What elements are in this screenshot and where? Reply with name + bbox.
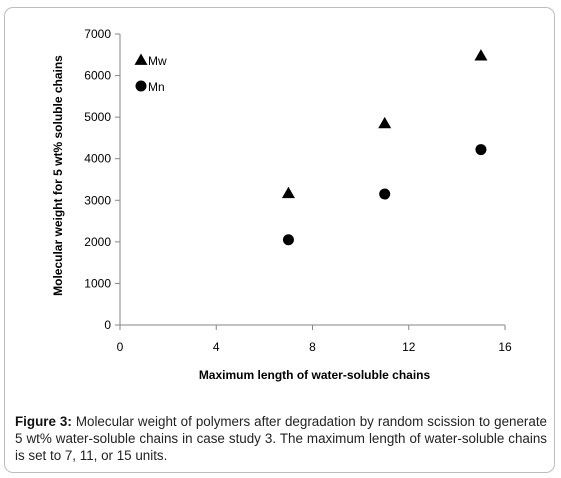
point-mw <box>474 49 488 61</box>
legend-triangle-marker <box>134 53 148 65</box>
y-tick-label: 7000 <box>84 27 111 41</box>
x-tick-label: 12 <box>402 340 416 354</box>
x-tick-label: 4 <box>213 340 220 354</box>
x-tick-label: 16 <box>498 340 512 354</box>
legend-circle-marker <box>135 80 147 92</box>
x-axis-title: Maximum length of water-soluble chains <box>199 368 431 382</box>
legend-label: Mw <box>148 54 167 68</box>
y-tick-label: 4000 <box>84 152 111 166</box>
legend-item-mn: Mn <box>135 80 165 94</box>
point-mn <box>379 188 391 200</box>
y-tick-label: 0 <box>104 318 111 332</box>
series-mw <box>281 49 488 199</box>
y-tick-label: 5000 <box>84 110 111 124</box>
legend-item-mw: Mw <box>134 53 167 68</box>
x-tick-label: 0 <box>117 340 124 354</box>
x-axis: 0 4 8 12 16 <box>117 324 512 354</box>
figure-caption: Figure 3: Molecular weight of polymers a… <box>15 413 547 464</box>
y-tick-label: 6000 <box>84 69 111 83</box>
point-mw <box>281 186 295 199</box>
point-mw <box>378 116 392 129</box>
y-axis: 0 1000 2000 3000 4000 5000 6000 7000 <box>84 27 121 332</box>
y-tick-label: 3000 <box>84 193 111 207</box>
point-mn <box>475 144 487 156</box>
chart-marks <box>281 49 488 246</box>
series-mn <box>282 144 487 246</box>
x-tick-label: 8 <box>309 340 316 354</box>
caption-text: Molecular weight of polymers after degra… <box>15 414 547 463</box>
caption-label: Figure 3: <box>15 414 72 429</box>
chart-legend: Mw Mn <box>134 53 167 94</box>
figure-frame <box>4 7 555 473</box>
y-tick-label: 2000 <box>84 235 111 249</box>
scatter-chart: 0 1000 2000 3000 4000 5000 6000 7000 0 4 8 12 16 Mw… <box>51 27 512 382</box>
point-mn <box>282 234 294 246</box>
legend-label: Mn <box>148 80 165 94</box>
y-tick-label: 1000 <box>84 276 111 290</box>
y-axis-title: Molecular weight for 5 wt% soluble chain… <box>51 55 65 296</box>
